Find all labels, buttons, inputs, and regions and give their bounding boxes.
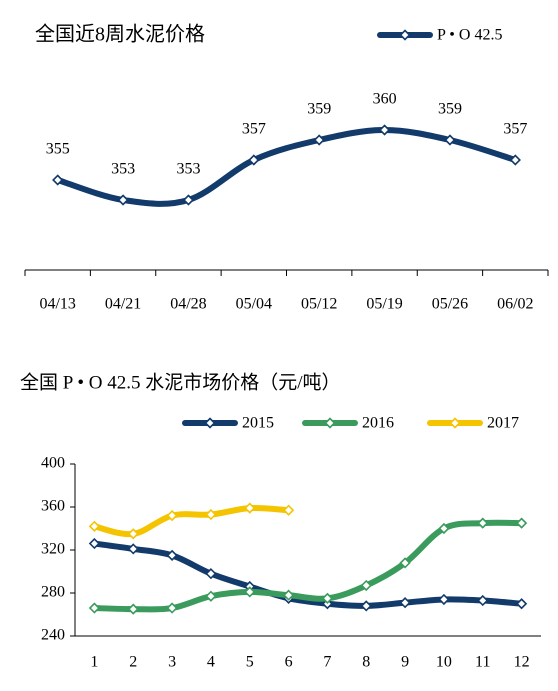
marker: [127, 543, 139, 555]
marker: [515, 598, 528, 610]
y-tick-label: 360: [41, 498, 65, 515]
marker: [313, 134, 325, 146]
marker: [324, 417, 336, 429]
marker: [477, 517, 489, 529]
marker: [88, 537, 101, 550]
x-tick-label: 05/26: [432, 296, 468, 313]
line: [54, 126, 519, 207]
marker: [244, 502, 256, 514]
legend-label: 2016: [362, 415, 394, 432]
marker: [205, 508, 217, 521]
marker: [166, 509, 178, 522]
marker: [449, 417, 461, 429]
data-label: 357: [503, 121, 527, 138]
x-tick-label: 05/04: [236, 296, 272, 313]
marker: [117, 194, 129, 206]
data-label: 353: [176, 161, 200, 178]
x-tick-label: 11: [475, 654, 490, 671]
x-tick-label: 7: [323, 654, 331, 671]
marker: [166, 602, 178, 614]
line: [91, 504, 292, 538]
x-tick-label: 04/21: [105, 296, 141, 313]
x-tick-label: 6: [285, 654, 293, 671]
x-tick-label: 12: [514, 654, 530, 671]
data-label: 353: [111, 161, 135, 178]
chart-title: 全国近8周水泥价格: [35, 23, 205, 46]
marker: [282, 589, 295, 601]
marker: [52, 174, 64, 186]
marker: [399, 29, 411, 41]
x-tick-label: 4: [207, 654, 215, 671]
marker: [88, 602, 101, 614]
y-tick-label: 280: [41, 584, 65, 601]
x-tick-label: 3: [168, 654, 176, 671]
legend-label: 2015: [242, 415, 274, 432]
x-tick-label: 5: [246, 654, 254, 671]
marker: [321, 592, 334, 605]
x-tick-label: 04/13: [39, 296, 75, 313]
data-label: 357: [242, 121, 266, 138]
marker: [127, 528, 139, 540]
x-tick-label: 06/02: [497, 296, 533, 313]
x-tick-label: 8: [362, 654, 370, 671]
y-tick-label: 400: [41, 455, 65, 472]
marker: [166, 549, 178, 562]
x-tick-label: 1: [90, 654, 98, 671]
marker: [88, 520, 101, 532]
marker: [360, 579, 372, 592]
marker: [399, 557, 411, 569]
marker: [248, 154, 260, 166]
x-tick-label: 10: [436, 654, 452, 671]
marker: [438, 522, 450, 535]
data-label: 360: [373, 91, 397, 108]
marker: [127, 603, 139, 615]
data-label: 359: [307, 101, 331, 118]
marker: [509, 154, 521, 166]
marker: [378, 124, 391, 136]
data-label: 359: [438, 101, 462, 118]
x-tick-label: 9: [401, 654, 409, 671]
marker: [515, 517, 528, 529]
marker: [205, 590, 217, 602]
x-tick-label: 05/19: [366, 296, 402, 313]
marker: [204, 417, 216, 429]
line: [91, 519, 525, 613]
x-tick-label: 04/28: [170, 296, 206, 313]
marker: [399, 597, 411, 609]
chart-title: 全国 P • O 42.5 水泥市场价格（元/吨）: [20, 371, 341, 393]
marker: [438, 593, 450, 606]
marker: [182, 194, 195, 206]
data-label: 355: [46, 141, 70, 158]
marker: [444, 134, 456, 146]
marker: [360, 600, 372, 612]
marker: [244, 586, 256, 598]
y-tick-label: 320: [41, 541, 65, 558]
legend-label: P • O 42.5: [437, 27, 502, 44]
marker: [282, 504, 295, 516]
marker: [205, 568, 217, 580]
x-tick-label: 2: [129, 654, 137, 671]
marker: [477, 594, 489, 607]
x-tick-label: 05/12: [301, 296, 337, 313]
legend-label: 2017: [487, 415, 519, 432]
y-tick-label: 240: [41, 627, 65, 644]
